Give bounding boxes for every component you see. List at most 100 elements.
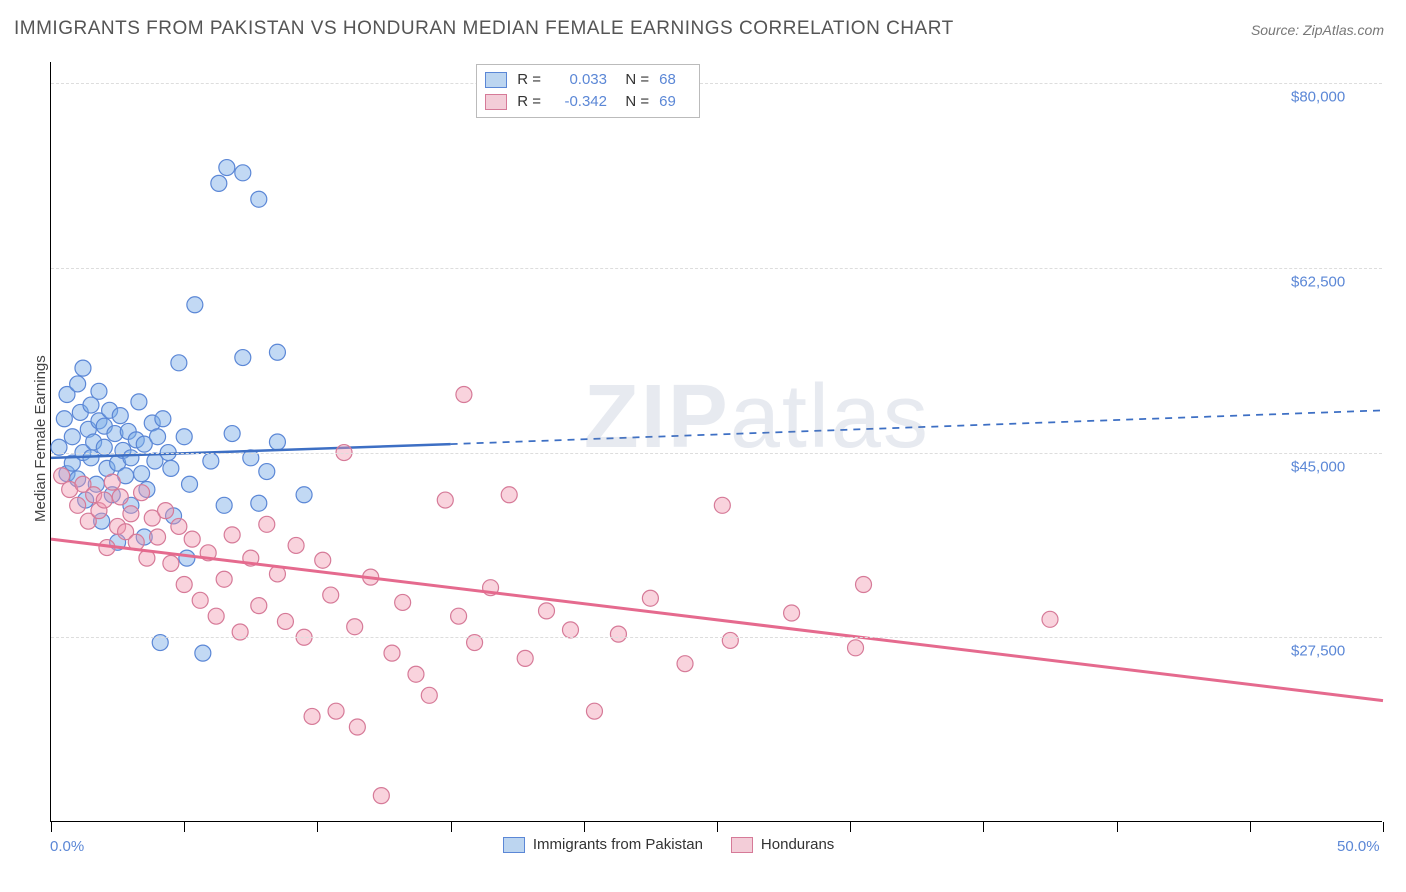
r-value: 0.033 [551, 69, 607, 91]
data-point [251, 598, 267, 614]
legend-swatch [485, 94, 507, 110]
data-point [104, 474, 120, 490]
data-point [235, 165, 251, 181]
data-point [150, 529, 166, 545]
data-point [216, 497, 232, 513]
data-point [1042, 611, 1058, 627]
data-point [75, 360, 91, 376]
grid-line [51, 268, 1382, 269]
n-value: 68 [659, 69, 689, 91]
data-point [315, 552, 331, 568]
y-tick-label: $80,000 [1291, 89, 1345, 106]
data-point [150, 429, 166, 445]
r-value: -0.342 [551, 91, 607, 113]
data-point [456, 387, 472, 403]
data-point [437, 492, 453, 508]
data-point [112, 489, 128, 505]
data-point [171, 518, 187, 534]
data-point [134, 485, 150, 501]
data-point [91, 383, 107, 399]
data-point [235, 350, 251, 366]
x-tick [451, 822, 452, 832]
x-tick [1250, 822, 1251, 832]
data-point [323, 587, 339, 603]
data-point [259, 464, 275, 480]
data-point [64, 429, 80, 445]
data-point [224, 426, 240, 442]
x-tick [1117, 822, 1118, 832]
x-tick [51, 822, 52, 832]
data-point [195, 645, 211, 661]
legend-stats-row: R = -0.342 N = 69 [485, 91, 689, 113]
data-point [158, 503, 174, 519]
legend-label: Hondurans [761, 836, 834, 853]
data-point [328, 703, 344, 719]
n-label: N = [617, 91, 649, 113]
legend-item: Immigrants from Pakistan [503, 836, 703, 853]
x-tick [584, 822, 585, 832]
r-label: R = [517, 69, 541, 91]
grid-line [51, 637, 1382, 638]
data-point [288, 537, 304, 553]
legend-item: Hondurans [731, 836, 834, 853]
series-legend: Immigrants from Pakistan Hondurans [503, 836, 834, 853]
r-label: R = [517, 91, 541, 113]
trend-line [51, 539, 1383, 701]
x-axis-max-label: 50.0% [1337, 838, 1380, 855]
data-point [179, 550, 195, 566]
data-point [224, 527, 240, 543]
data-point [384, 645, 400, 661]
data-point [70, 497, 86, 513]
data-point [562, 622, 578, 638]
data-point [176, 429, 192, 445]
data-point [219, 160, 235, 176]
n-value: 69 [659, 91, 689, 113]
data-point [182, 476, 198, 492]
data-point [421, 687, 437, 703]
data-point [155, 411, 171, 427]
legend-swatch [485, 72, 507, 88]
data-point [347, 619, 363, 635]
data-point [610, 626, 626, 642]
trend-line-dashed [451, 410, 1383, 444]
data-point [203, 453, 219, 469]
data-point [451, 608, 467, 624]
data-point [56, 411, 72, 427]
data-point [586, 703, 602, 719]
data-point [501, 487, 517, 503]
y-tick-label: $27,500 [1291, 643, 1345, 660]
data-point [216, 571, 232, 587]
x-axis-min-label: 0.0% [50, 838, 84, 855]
data-point [269, 344, 285, 360]
legend-stats-row: R = 0.033 N = 68 [485, 69, 689, 91]
data-point [176, 577, 192, 593]
source-attribution: Source: ZipAtlas.com [1251, 22, 1384, 38]
data-point [112, 408, 128, 424]
data-point [539, 603, 555, 619]
y-tick-label: $45,000 [1291, 458, 1345, 475]
n-label: N = [617, 69, 649, 91]
data-point [848, 640, 864, 656]
data-point [134, 466, 150, 482]
data-point [187, 297, 203, 313]
data-point [373, 788, 389, 804]
y-tick-label: $62,500 [1291, 273, 1345, 290]
data-point [408, 666, 424, 682]
chart-title: IMMIGRANTS FROM PAKISTAN VS HONDURAN MED… [14, 18, 954, 40]
plot-area: ZIPatlas $27,500$45,000$62,500$80,000 [50, 62, 1382, 822]
data-point [251, 495, 267, 511]
data-point [269, 434, 285, 450]
data-point [349, 719, 365, 735]
legend-swatch [731, 837, 753, 853]
data-point [714, 497, 730, 513]
data-point [171, 355, 187, 371]
data-point [192, 592, 208, 608]
data-point [184, 531, 200, 547]
data-point [277, 613, 293, 629]
grid-line [51, 83, 1382, 84]
data-point [259, 516, 275, 532]
data-point [208, 608, 224, 624]
x-tick [717, 822, 718, 832]
y-axis-title: Median Female Earnings [32, 355, 49, 522]
data-point [784, 605, 800, 621]
